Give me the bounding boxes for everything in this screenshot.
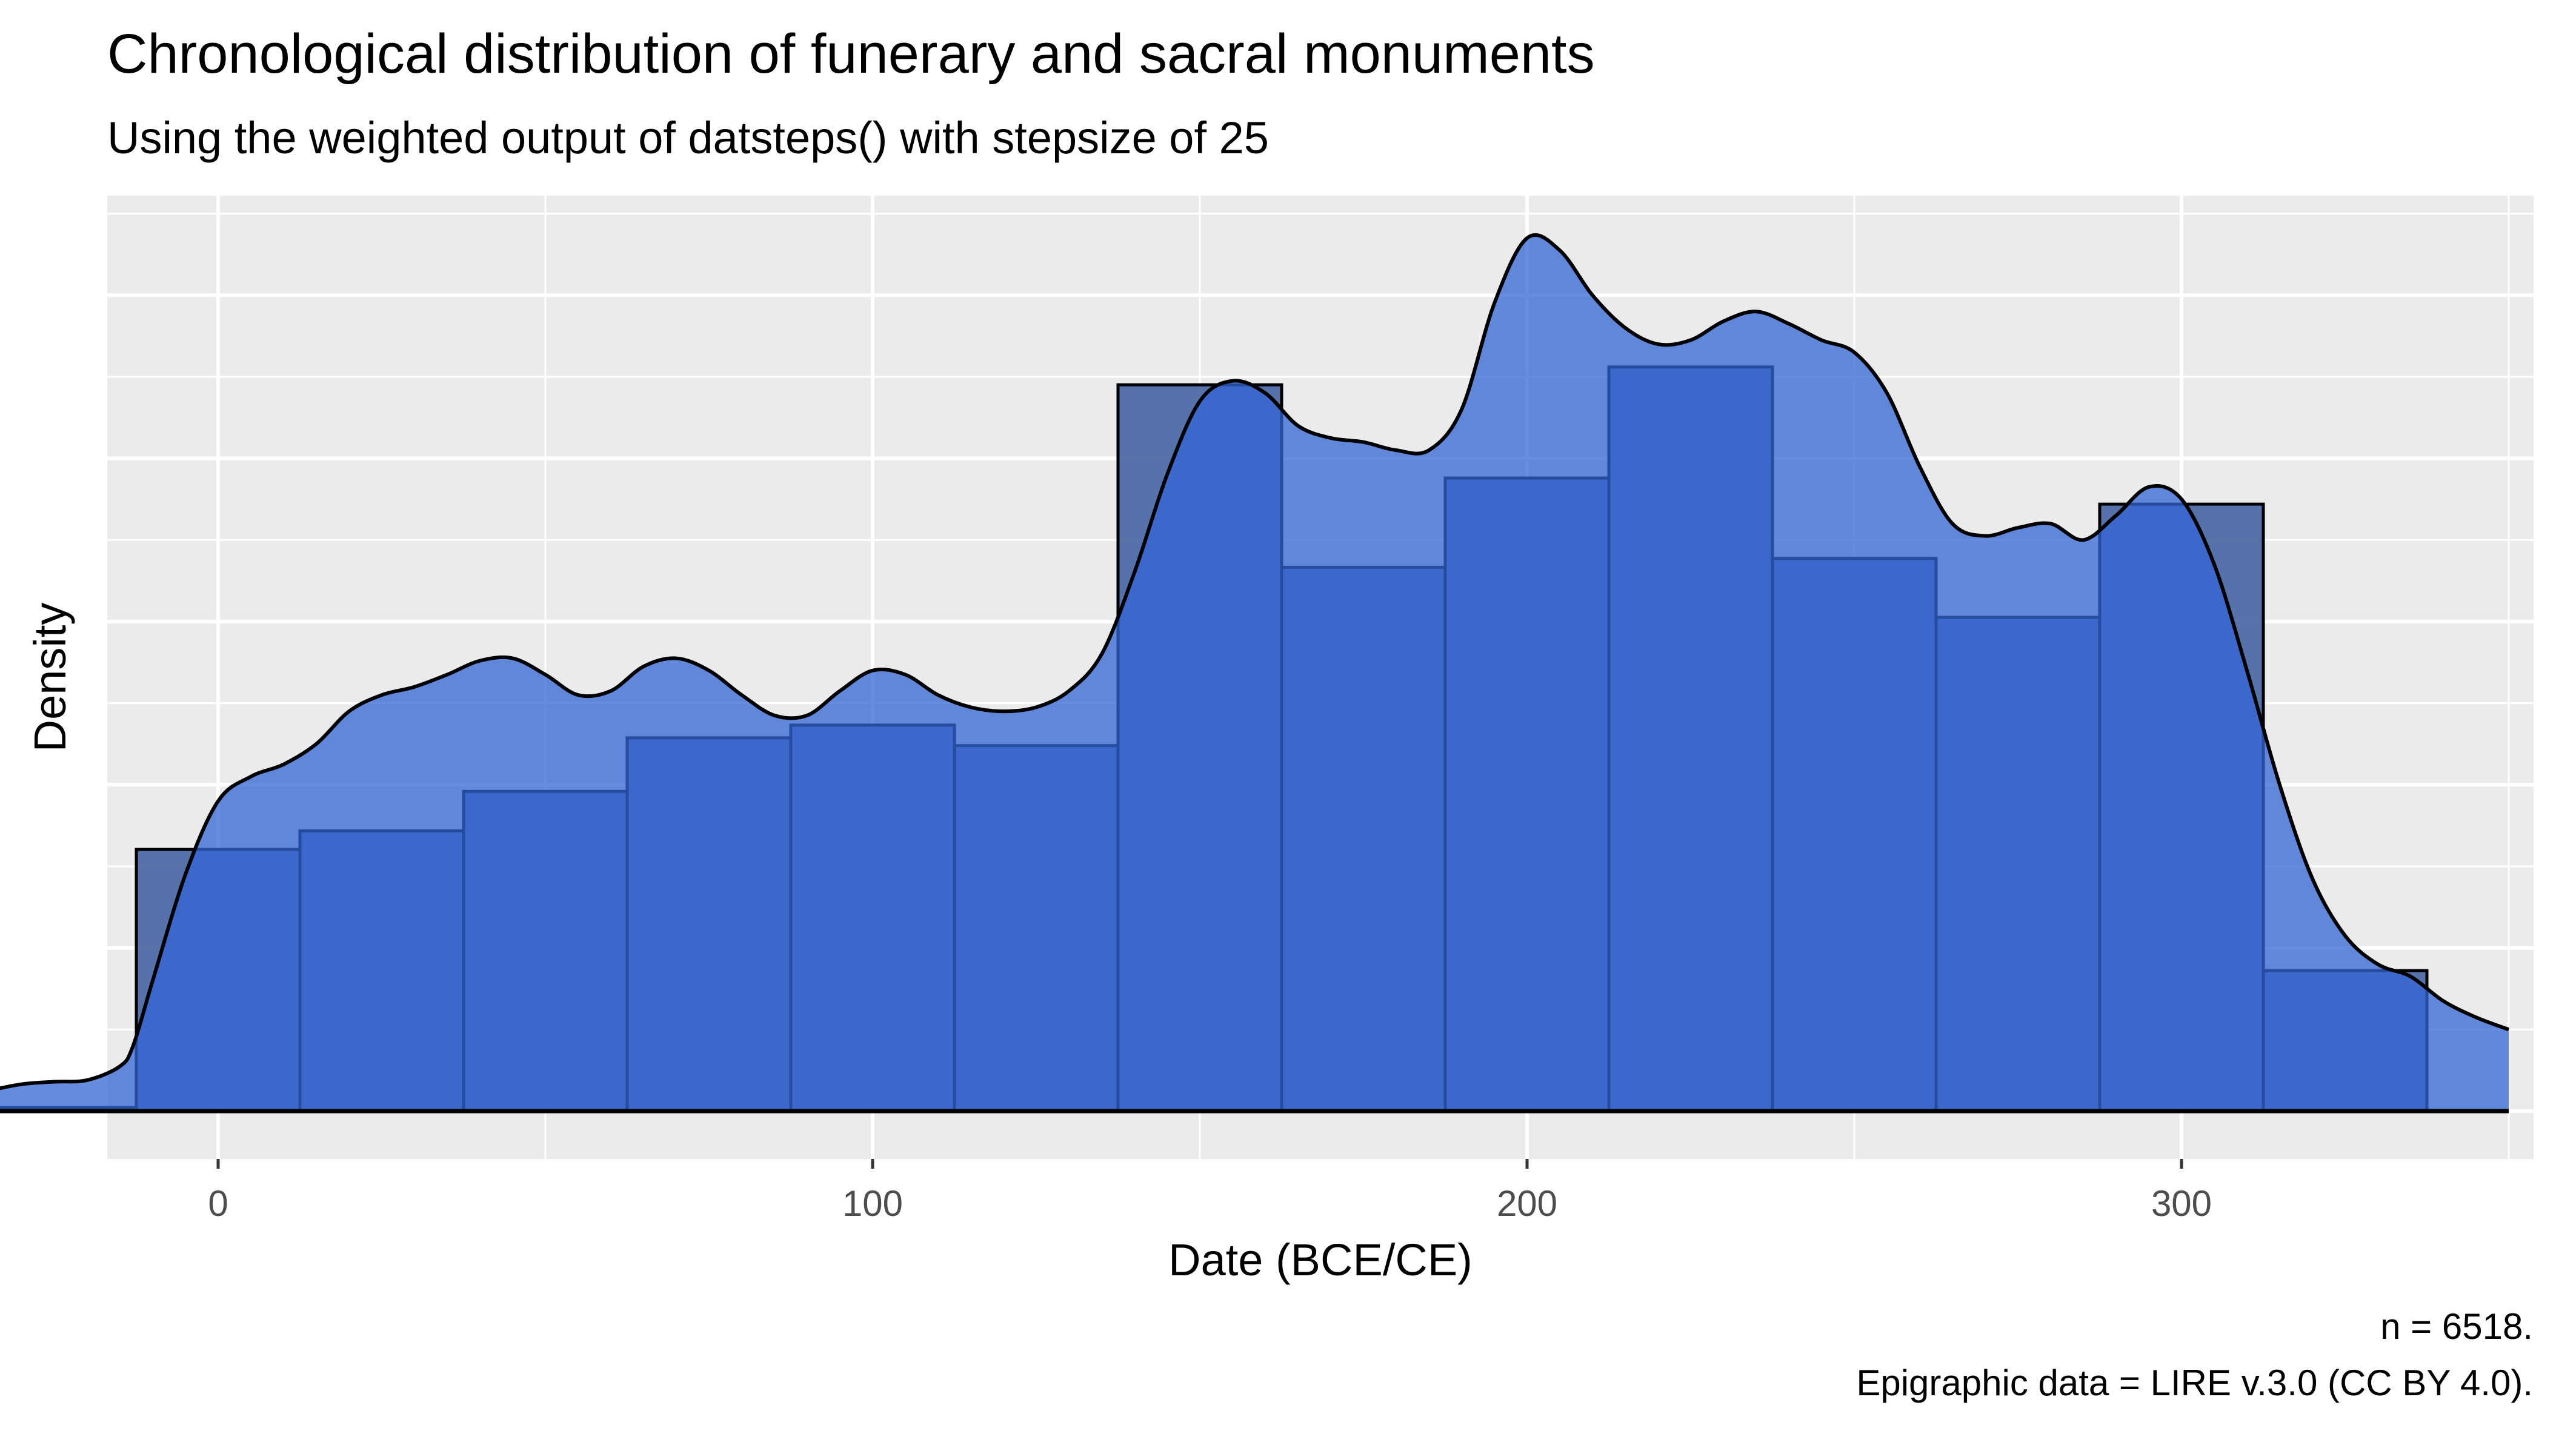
density	[0, 233, 2510, 1114]
x-tick-label: 0	[208, 1183, 228, 1224]
chart-title: Chronological distribution of funerary a…	[107, 23, 1595, 85]
x-tick-label: 300	[2151, 1183, 2212, 1224]
y-axis-title: Density	[25, 603, 75, 752]
density-line	[0, 233, 2510, 1091]
x-axis-title: Date (BCE/CE)	[1168, 1235, 1473, 1285]
caption-line-2: Epigraphic data = LIRE v.3.0 (CC BY 4.0)…	[1856, 1363, 2533, 1403]
x-tick-label: 100	[842, 1183, 903, 1224]
caption-line-1: n = 6518.	[2380, 1306, 2533, 1347]
x-tick-label: 200	[1497, 1183, 1557, 1224]
x-axis: 0 100 200 300	[208, 1159, 2212, 1224]
density-area	[0, 234, 2509, 1111]
chart-subtitle: Using the weighted output of datsteps() …	[107, 113, 1269, 163]
